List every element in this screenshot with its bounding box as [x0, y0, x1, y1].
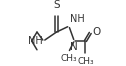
Text: NH: NH	[70, 14, 84, 24]
Text: CH₃: CH₃	[61, 54, 77, 63]
Text: CH₃: CH₃	[77, 57, 94, 66]
Text: NH: NH	[28, 36, 42, 46]
Text: N: N	[70, 42, 78, 52]
Text: O: O	[92, 27, 100, 37]
Text: S: S	[53, 0, 60, 10]
